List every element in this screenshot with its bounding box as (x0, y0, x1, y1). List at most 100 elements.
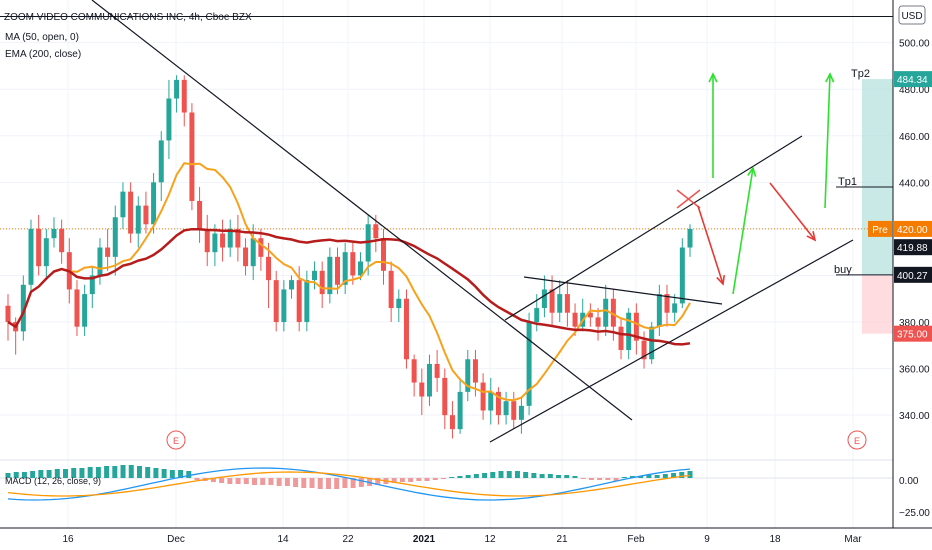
macd-bar (490, 472, 496, 478)
macd-bar (580, 478, 586, 479)
level-label-tp1: Tp1 (838, 176, 857, 188)
macd-bar (227, 478, 233, 484)
macd-bar (284, 478, 290, 486)
down-arrow (697, 205, 724, 285)
trendline (489, 239, 854, 443)
candle-body (74, 289, 80, 327)
candle-body (549, 289, 555, 313)
candle-body (36, 228, 42, 267)
candle-body (434, 363, 440, 378)
candle-body (403, 298, 409, 360)
candle-body (135, 205, 141, 234)
earnings-marker[interactable] (847, 430, 867, 450)
candle-body (97, 247, 103, 276)
pre-badge (868, 220, 892, 237)
macd-bar (457, 476, 463, 478)
macd-bar (432, 478, 438, 480)
macd-bar (449, 477, 455, 478)
macd-bar (334, 478, 340, 489)
macd-bar (46, 470, 52, 478)
candle-body (426, 363, 432, 397)
macd-bar (30, 471, 36, 478)
price-tick-label: 440.00 (899, 178, 930, 189)
time-tick-label: 9 (704, 534, 710, 545)
candle-body (204, 228, 210, 253)
macd-bar (605, 478, 611, 480)
candle-body (541, 289, 547, 309)
time-axis[interactable]: 16 Dec 14 22 2021 12 21 Feb 9 18 Mar (0, 527, 932, 545)
macd-bar (391, 478, 397, 483)
macd-bar (252, 478, 258, 485)
candle-body (511, 401, 517, 420)
candle-body (112, 217, 118, 257)
candle-body (518, 405, 524, 420)
macd-bar (325, 478, 331, 489)
price-tick-label: 480.00 (899, 85, 930, 96)
level-label-buy: buy (834, 264, 852, 276)
up-arrow (824, 73, 831, 209)
candle-body (335, 256, 341, 285)
candle-body (89, 275, 95, 295)
price-badge (894, 266, 932, 283)
candle-body (610, 298, 616, 327)
macd-bar (556, 475, 562, 478)
macd-bar (621, 477, 627, 478)
macd-legend[interactable]: MACD (12, 26, close, 9) (5, 476, 101, 486)
earnings-marker-label: E (173, 436, 179, 446)
macd-bar (169, 470, 175, 478)
level-label-tp2: Tp2 (851, 68, 870, 80)
time-tick-label: 21 (556, 534, 568, 545)
candle-body (449, 415, 455, 430)
price-tick-label: 500.00 (899, 39, 930, 50)
macd-bar (276, 478, 282, 486)
candle-body (672, 303, 678, 313)
macd-bar (408, 478, 414, 482)
earnings-marker[interactable] (166, 430, 186, 450)
macd-bar (564, 475, 570, 478)
candle-body (687, 228, 693, 248)
macd-bar (654, 475, 660, 478)
currency-button[interactable] (898, 5, 926, 25)
macd-bar (87, 467, 93, 478)
macd-bar (375, 478, 381, 485)
candle-body (212, 233, 218, 253)
candle-body (120, 191, 126, 218)
cross-mark (676, 189, 701, 209)
candle-body (534, 308, 540, 323)
ma-legend[interactable]: MA (50, open, 0) (5, 32, 79, 43)
macd-bar (482, 473, 488, 478)
up-arrow-head (708, 72, 718, 83)
candle-body (28, 228, 34, 285)
time-tick-label: 2021 (413, 534, 436, 545)
macd-bar (424, 478, 430, 481)
macd-bar (136, 466, 142, 478)
price-badge (894, 71, 932, 88)
candle-body (319, 270, 325, 295)
pre-badge-label: Pre (872, 225, 888, 236)
macd-tick-neg25: −25.00 (899, 508, 930, 519)
macd-bar (547, 474, 553, 478)
macd-bar (178, 470, 184, 478)
macd-bar (523, 472, 529, 478)
candle-body (656, 294, 662, 327)
time-tick-label: 12 (484, 534, 496, 545)
ema-legend[interactable]: EMA (200, close) (5, 49, 81, 60)
macd-pane (0, 459, 893, 501)
time-tick-label: Mar (844, 534, 862, 545)
candle-body (312, 270, 318, 281)
price-badge (894, 220, 932, 237)
candle-body (488, 391, 494, 411)
candle-body (243, 247, 249, 267)
header-rule (0, 16, 893, 17)
time-tick-label: 22 (342, 534, 354, 545)
candle-body (174, 79, 180, 99)
candle-body (495, 391, 501, 416)
macd-bar (342, 478, 348, 488)
macd-tick-zero: 0.00 (899, 476, 919, 487)
candle-body (266, 256, 272, 281)
down-arrow-head (806, 231, 817, 242)
candle-body (296, 280, 302, 323)
candle-body (641, 340, 647, 360)
price-axis[interactable]: 340.00360.00380.00400.00420.00440.00460.… (868, 0, 932, 528)
